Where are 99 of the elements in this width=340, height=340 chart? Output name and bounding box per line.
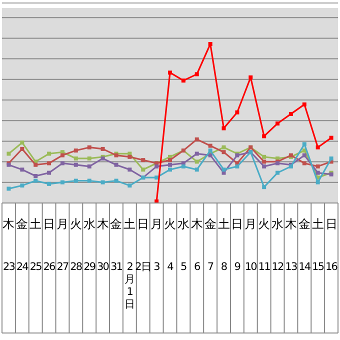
category-label: 金 7 (204, 217, 216, 273)
point (248, 75, 253, 80)
category-label: 土 8 (218, 217, 230, 273)
category-label: 金 24 (16, 217, 28, 273)
point (194, 72, 199, 76)
point (60, 180, 64, 184)
category-label: 金 31 (110, 217, 122, 273)
point (276, 170, 280, 175)
point (222, 145, 226, 150)
point (20, 140, 24, 145)
point (87, 164, 92, 168)
point (316, 170, 320, 175)
category-label: 金 14 (298, 217, 310, 273)
point (34, 162, 38, 167)
point (47, 182, 52, 186)
point (168, 162, 172, 167)
point (168, 168, 172, 172)
category-label: 火 11 (258, 217, 270, 273)
point (262, 164, 266, 168)
category-label: 日 26 (43, 217, 56, 273)
point (87, 145, 92, 150)
category-label: 日 9 (231, 217, 244, 273)
point (208, 42, 212, 46)
point (20, 146, 24, 151)
point (316, 164, 320, 168)
point (34, 174, 38, 178)
category-label: 月 3 (150, 217, 163, 273)
point (114, 178, 118, 183)
point (181, 164, 186, 168)
point (74, 178, 78, 183)
point (87, 178, 92, 183)
point (154, 164, 159, 168)
point (87, 156, 92, 160)
category-label: 水 12 (272, 217, 284, 273)
point (302, 102, 306, 106)
point (168, 158, 172, 162)
category-label: 木 23 (2, 217, 15, 273)
category-label: 水 5 (177, 217, 190, 273)
point (60, 161, 64, 166)
point (100, 146, 105, 151)
point (262, 185, 266, 190)
point (34, 178, 38, 183)
point (128, 184, 132, 188)
category-label: 火 28 (70, 217, 82, 273)
point (128, 154, 132, 159)
point (288, 112, 293, 116)
point (20, 184, 24, 188)
point (302, 161, 306, 166)
point (194, 137, 199, 142)
point (262, 160, 266, 164)
point (194, 160, 199, 164)
point (222, 126, 226, 130)
point (208, 148, 212, 153)
point (114, 162, 118, 167)
category-label: 月 27 (56, 217, 68, 273)
category-label: 水 29 (83, 217, 96, 273)
point (329, 136, 334, 140)
point (222, 150, 226, 154)
point (302, 153, 306, 158)
point (181, 78, 186, 83)
category-label: 土 25 (30, 217, 42, 273)
point (74, 156, 78, 160)
point (316, 180, 320, 184)
category-label: 火 4 (164, 217, 176, 273)
point (302, 142, 306, 146)
category-label: 木 13 (284, 217, 297, 273)
category-label: 土 15 (312, 217, 324, 273)
point (141, 168, 146, 172)
point (141, 158, 146, 162)
point (6, 186, 11, 191)
point (194, 152, 199, 156)
category-label: 木 30 (96, 217, 109, 273)
point (222, 168, 226, 172)
point (235, 110, 240, 114)
category-label: 日 2日 (135, 217, 152, 273)
point (47, 170, 52, 175)
point (60, 153, 64, 158)
point (208, 144, 212, 148)
point (262, 154, 266, 159)
point (154, 176, 159, 180)
point (194, 168, 199, 172)
point (262, 134, 266, 138)
category-label: 月 10 (244, 217, 257, 273)
point (168, 70, 172, 75)
point (6, 152, 11, 156)
point (20, 168, 24, 172)
point (74, 148, 78, 153)
point (235, 164, 240, 168)
category-label: 土 2月1日 (124, 217, 136, 310)
point (329, 156, 334, 160)
point (128, 168, 132, 172)
point (316, 145, 320, 150)
point (47, 161, 52, 166)
point (100, 180, 105, 184)
point (74, 162, 78, 167)
point (276, 122, 280, 126)
category-label: 木 6 (190, 217, 203, 273)
point (47, 152, 52, 156)
category-label: 日 16 (325, 217, 338, 273)
